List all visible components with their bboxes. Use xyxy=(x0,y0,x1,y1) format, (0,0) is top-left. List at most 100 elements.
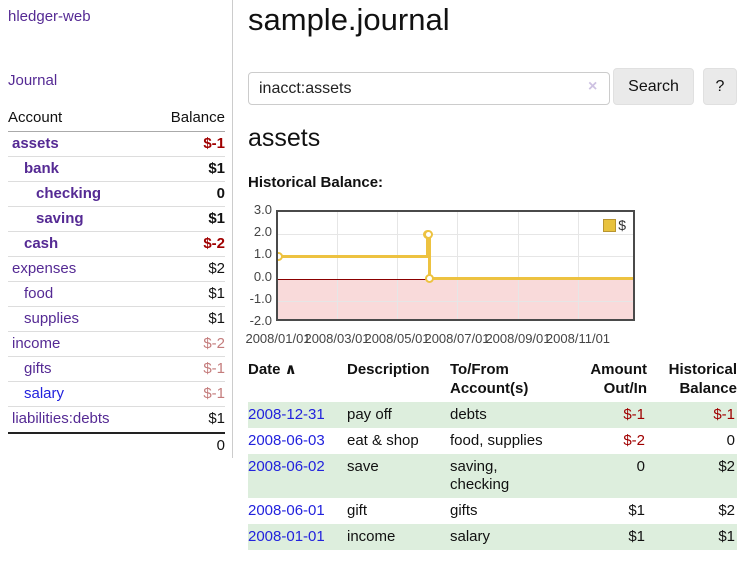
clear-search-icon[interactable]: × xyxy=(588,78,598,95)
series-segment xyxy=(278,254,428,258)
search-input[interactable] xyxy=(248,72,610,105)
register-amount-cell: $-2 xyxy=(623,432,645,449)
register-date-cell: 2008-06-03 xyxy=(248,428,347,454)
register-header-tofrom: To/From Account(s) xyxy=(450,358,562,402)
account-link-saving[interactable]: saving xyxy=(36,210,84,227)
data-point-marker xyxy=(424,274,434,284)
transaction-date-link[interactable]: 2008-01-01 xyxy=(248,528,325,545)
account-link-food[interactable]: food xyxy=(24,285,54,302)
register-amount-cell: $-1 xyxy=(562,402,647,428)
x-axis-tick-label: 2008/11/01 xyxy=(545,331,611,346)
account-link-cash[interactable]: cash xyxy=(24,235,59,252)
account-link-expenses[interactable]: expenses xyxy=(12,260,77,277)
register-description-cell: income xyxy=(347,524,450,550)
v-gridline xyxy=(517,212,519,319)
register-balance-cell: $2 xyxy=(647,454,737,498)
x-axis-tick-label: 2008/05/01 xyxy=(364,331,430,346)
accounts-header-balance: Balance xyxy=(170,109,225,126)
account-balance: $1 xyxy=(208,210,225,227)
chart-plot-area: $ xyxy=(276,210,635,321)
account-row: cash $-2 xyxy=(8,232,225,257)
register-row: 2008-06-01 gift gifts $1 $2 xyxy=(248,498,737,524)
account-link-supplies[interactable]: supplies xyxy=(24,310,80,327)
account-link-liabilities:debts[interactable]: liabilities:debts xyxy=(12,410,110,427)
transaction-date-link[interactable]: 2008-06-02 xyxy=(248,458,325,475)
register-amount-cell: $1 xyxy=(628,502,645,519)
account-balance: $-2 xyxy=(203,235,225,252)
register-amount-cell: $1 xyxy=(562,524,647,550)
register-balance-cell: 0 xyxy=(726,432,735,449)
app-brand[interactable]: hledger-web xyxy=(8,8,91,25)
chart-heading: Historical Balance: xyxy=(248,174,384,191)
data-point-marker xyxy=(423,229,433,239)
accounts-table-header: Account Balance xyxy=(8,106,225,132)
account-balance: $1 xyxy=(208,410,225,427)
accounts-table: Account Balance assets $-1 bank $1 checking 0… xyxy=(8,106,225,457)
account-row: food $1 xyxy=(8,282,225,307)
accounts-total-value: 0 xyxy=(216,437,225,454)
register-description-cell: eat & shop xyxy=(347,432,419,449)
register-row: 2008-06-02 save saving, checking 0 $2 xyxy=(248,454,737,498)
register-date-cell: 2008-12-31 xyxy=(248,402,347,428)
chart-legend: $ xyxy=(601,216,628,234)
account-link-gifts[interactable]: gifts xyxy=(24,360,52,377)
register-header-date[interactable]: Date ∧ xyxy=(248,358,347,402)
y-axis-tick-label: 2.0 xyxy=(253,224,272,240)
v-gridline xyxy=(337,212,338,319)
accounts-header-account: Account xyxy=(8,109,63,126)
accounts-total-row: 0 xyxy=(8,432,225,457)
transaction-date-link[interactable]: 2008-06-03 xyxy=(248,432,325,449)
v-gridline xyxy=(397,212,398,319)
account-link-bank[interactable]: bank xyxy=(24,160,60,177)
account-link-assets[interactable]: assets xyxy=(12,135,59,152)
account-link-salary[interactable]: salary xyxy=(24,385,65,402)
series-segment xyxy=(426,234,429,257)
search-button[interactable]: Search xyxy=(613,68,694,105)
account-balance: $1 xyxy=(208,285,225,302)
account-row: liabilities:debts $1 xyxy=(8,407,225,432)
account-balance: $-2 xyxy=(203,335,225,352)
register-description-cell: pay off xyxy=(347,402,450,428)
account-row: supplies $1 xyxy=(8,307,225,332)
register-row: 2008-06-03 eat & shop food, supplies $-2 0 xyxy=(248,428,737,454)
y-axis-tick-label: 0.0 xyxy=(253,268,272,284)
v-gridline xyxy=(457,212,458,319)
h-gridline xyxy=(278,256,633,258)
header-line: Historical xyxy=(668,361,737,378)
account-balance: $1 xyxy=(208,160,225,177)
header-line: Date ∧ xyxy=(248,361,297,378)
account-balance: $-1 xyxy=(203,385,225,402)
account-row: checking 0 xyxy=(8,182,225,207)
register-balance-cell: $2 xyxy=(718,502,735,519)
page-title: sample.journal xyxy=(248,2,450,37)
x-axis-tick-label: 2008/09/01 xyxy=(485,331,551,346)
register-accounts-cell: salary xyxy=(450,524,562,550)
v-gridline xyxy=(577,212,579,319)
h-gridline xyxy=(278,234,633,236)
account-link-checking[interactable]: checking xyxy=(36,185,102,202)
negative-zone xyxy=(278,278,633,319)
account-link-income[interactable]: income xyxy=(12,335,61,352)
register-table: Date ∧ Description To/From Account(s) Amount… xyxy=(248,358,737,550)
transaction-date-link[interactable]: 2008-12-31 xyxy=(248,406,325,423)
account-row: salary $-1 xyxy=(8,382,225,407)
h-gridline xyxy=(278,300,633,302)
account-balance: $2 xyxy=(208,260,225,277)
account-row: gifts $-1 xyxy=(8,357,225,382)
account-balance: $1 xyxy=(208,310,225,327)
header-line: Out/In xyxy=(603,380,647,397)
help-button[interactable]: ? xyxy=(703,68,737,105)
register-header-description: Description xyxy=(347,358,450,402)
account-row: assets $-1 xyxy=(8,132,225,157)
nav-journal-link[interactable]: Journal xyxy=(8,72,58,89)
transaction-date-link[interactable]: 2008-06-01 xyxy=(248,502,325,519)
header-line: Balance xyxy=(679,380,737,397)
register-accounts-cell: gifts xyxy=(450,502,478,519)
series-segment xyxy=(429,277,633,281)
legend-label: $ xyxy=(618,217,626,233)
register-balance-cell: $-1 xyxy=(647,402,737,428)
data-point-marker xyxy=(278,251,283,261)
x-axis-tick-label: 2008/03/01 xyxy=(304,331,370,346)
register-description-cell: save xyxy=(347,454,450,498)
register-accounts-cell: food, supplies xyxy=(450,432,543,449)
